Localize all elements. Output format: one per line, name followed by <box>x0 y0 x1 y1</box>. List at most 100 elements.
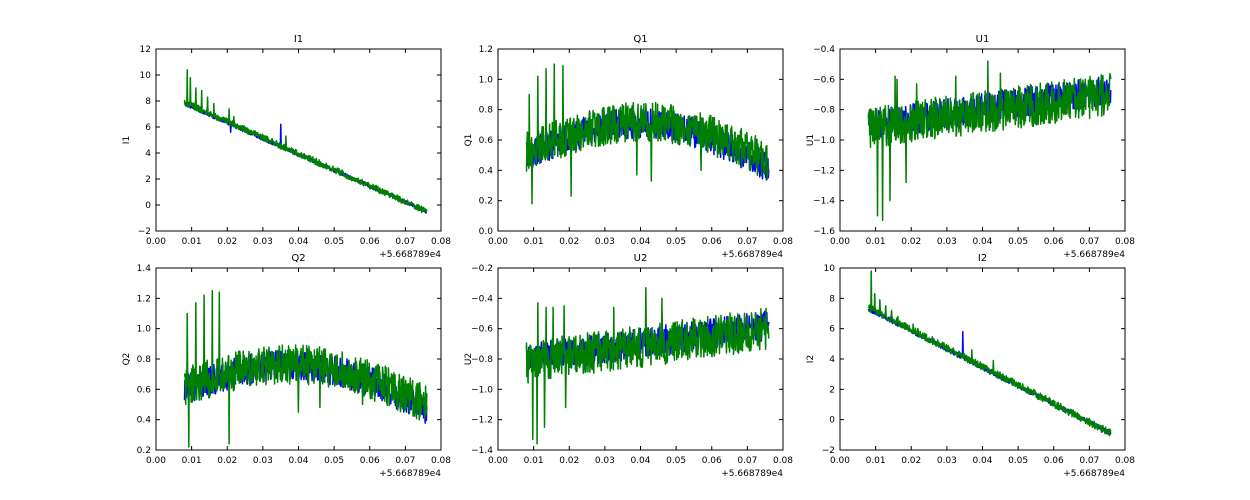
x-tick-label: 0.04 <box>972 237 992 247</box>
x-offset-label: +5.668789e4 <box>379 250 441 260</box>
x-tick-label: 0.06 <box>360 237 380 247</box>
x-offset-label: +5.668789e4 <box>379 469 441 479</box>
plot-area <box>867 60 1112 222</box>
y-tick-label: −0.8 <box>471 355 493 365</box>
y-tick-label: −0.4 <box>813 45 835 55</box>
x-offset-label: +5.668789e4 <box>1063 469 1125 479</box>
x-tick-label: 0.00 <box>146 237 166 247</box>
x-tick-label: 0.06 <box>702 456 722 466</box>
y-tick-label: 4 <box>145 149 151 159</box>
y-axis-label: I1 <box>122 136 132 144</box>
x-tick-label: 0.02 <box>559 456 579 466</box>
x-tick-label: 0.01 <box>524 456 544 466</box>
x-tick-label: 0.01 <box>866 456 886 466</box>
x-tick-label: 0.01 <box>182 456 202 466</box>
x-tick-label: 0.01 <box>866 237 886 247</box>
plot-area <box>525 286 770 445</box>
x-tick-label: 0.06 <box>702 237 722 247</box>
y-tick-label: −0.8 <box>813 106 835 116</box>
x-tick-label: 0.05 <box>324 237 344 247</box>
y-tick-label: 1.0 <box>137 325 152 335</box>
y-tick-label: 1.4 <box>137 264 152 274</box>
axes-frame <box>155 48 442 232</box>
y-tick-label: 0.2 <box>137 446 151 456</box>
y-axis-label: I2 <box>806 355 816 363</box>
x-offset-label: +5.668789e4 <box>721 250 783 260</box>
x-tick-label: 0.01 <box>182 237 202 247</box>
chart-title: Q1 <box>633 34 647 45</box>
x-tick-label: 0.04 <box>630 237 650 247</box>
series-line-green <box>867 60 1112 222</box>
series-line-green <box>183 69 428 214</box>
panel-u1: 0.00 0.01 0.02 0.03 0.04 0.05 0.06 0.07 0.08 −1.6… <box>806 34 1135 260</box>
y-tick-label: 10 <box>824 264 836 274</box>
x-tick-label: 0.03 <box>937 456 957 466</box>
y-tick-label: 6 <box>145 123 151 133</box>
x-tick-label: 0.00 <box>146 456 166 466</box>
x-tick-label: 0.03 <box>253 456 273 466</box>
x-tick-label: 0.05 <box>666 237 686 247</box>
x-tick-label: 0.07 <box>1079 237 1099 247</box>
x-tick-label: 0.05 <box>324 456 344 466</box>
x-tick-label: 0.04 <box>288 237 308 247</box>
y-tick-label: −1.4 <box>813 197 835 207</box>
x-tick-label: 0.00 <box>830 237 850 247</box>
y-tick-label: 2 <box>145 175 151 185</box>
x-tick-label: 0.00 <box>830 456 850 466</box>
y-tick-label: −0.2 <box>471 264 493 274</box>
y-tick-label: 0.2 <box>479 197 493 207</box>
x-tick-label: 0.08 <box>1115 237 1135 247</box>
y-tick-label: 8 <box>829 294 835 304</box>
y-tick-label: −1.0 <box>813 136 835 146</box>
plot-area <box>525 63 770 205</box>
y-axis-label: U1 <box>806 134 816 146</box>
x-tick-label: 0.08 <box>773 456 793 466</box>
y-tick-label: −0.6 <box>813 75 835 85</box>
x-tick-label: 0.02 <box>901 456 921 466</box>
x-tick-label: 0.04 <box>630 456 650 466</box>
x-offset-label: +5.668789e4 <box>1063 250 1125 260</box>
y-tick-label: −2 <box>138 227 151 237</box>
series-line-green <box>525 63 770 205</box>
chart-title: I1 <box>294 34 303 45</box>
x-tick-label: 0.08 <box>431 456 451 466</box>
y-tick-label: 0 <box>145 201 151 211</box>
x-tick-label: 0.00 <box>488 237 508 247</box>
chart-title: U2 <box>634 253 648 264</box>
y-tick-label: −1.0 <box>471 385 493 395</box>
x-tick-label: 0.03 <box>253 237 273 247</box>
y-tick-label: 1.2 <box>479 45 493 55</box>
y-axis-label: Q1 <box>464 134 474 147</box>
y-tick-label: 1.2 <box>137 294 151 304</box>
x-tick-label: 0.05 <box>1008 237 1028 247</box>
x-tick-label: 0.04 <box>972 456 992 466</box>
y-tick-label: 8 <box>145 97 151 107</box>
y-tick-label: 10 <box>140 71 152 81</box>
plot-area <box>183 69 428 214</box>
panel-q1: 0.00 0.01 0.02 0.03 0.04 0.05 0.06 0.07 0.08 0.0 0… <box>464 34 793 260</box>
x-tick-label: 0.03 <box>595 237 615 247</box>
x-tick-label: 0.06 <box>360 456 380 466</box>
chart-title: Q2 <box>291 253 305 264</box>
y-axis-label: U2 <box>464 353 474 365</box>
y-tick-label: −0.6 <box>471 325 493 335</box>
plot-area <box>867 270 1112 437</box>
x-tick-label: 0.05 <box>1008 456 1028 466</box>
y-tick-label: 4 <box>829 355 835 365</box>
x-tick-label: 0.02 <box>217 237 237 247</box>
y-tick-label: 6 <box>829 325 835 335</box>
chart-title: I2 <box>978 253 987 264</box>
y-tick-label: 0.6 <box>479 136 494 146</box>
y-tick-label: 2 <box>829 385 835 395</box>
x-tick-label: 0.03 <box>937 237 957 247</box>
x-tick-label: 0.02 <box>559 237 579 247</box>
y-tick-label: 1.0 <box>479 75 494 85</box>
panel-q2: 0.00 0.01 0.02 0.03 0.04 0.05 0.06 0.07 0.08 0.2 0… <box>122 253 451 479</box>
x-tick-label: 0.07 <box>737 237 757 247</box>
x-tick-label: 0.07 <box>395 237 415 247</box>
y-tick-label: 0.0 <box>479 227 494 237</box>
y-tick-label: 0.8 <box>137 355 152 365</box>
x-tick-label: 0.02 <box>217 456 237 466</box>
x-tick-label: 0.06 <box>1044 237 1064 247</box>
